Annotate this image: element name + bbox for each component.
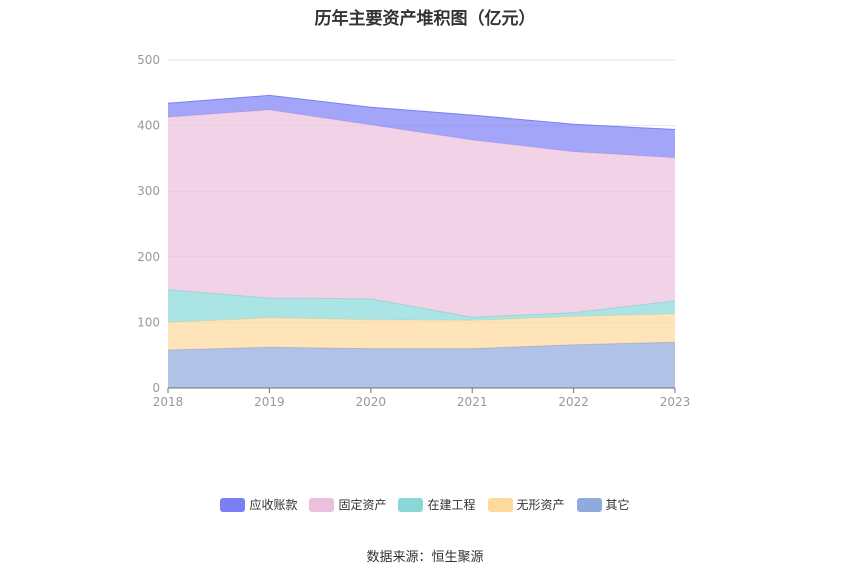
area-series-0 [168,342,675,388]
area-series-1 [168,313,675,350]
legend-item[interactable]: 无形资产 [487,496,565,513]
legend-swatch [398,497,424,512]
legend-label: 其它 [605,498,630,512]
area-line-1 [167,313,676,323]
legend-swatch [309,497,335,512]
legend-swatch [576,497,602,512]
legend-item[interactable]: 其它 [576,496,630,513]
legend-item[interactable]: 固定资产 [309,496,386,513]
y-tick-label: 300 [137,184,160,198]
x-tick-label: 2019 [254,395,285,409]
legend-label: 无形资产 [516,498,565,512]
x-tick-label: 2018 [153,395,184,409]
chart-title: 历年主要资产堆积图（亿元） [314,9,536,29]
legend-item[interactable]: 在建工程 [398,496,476,513]
y-tick-label: 500 [137,53,160,67]
axes: 0 100 200 300 400 500 2018 2019 2020 2021 2022 2023 [137,53,690,409]
y-tick-label: 100 [137,315,160,329]
series-areas [167,94,676,388]
x-tick-label: 2020 [356,395,387,409]
legend-swatch [487,497,513,512]
y-tick-label: 0 [152,381,160,395]
x-tick-label: 2021 [457,395,488,409]
area-series-4 [168,95,675,158]
area-line-4 [167,94,676,130]
area-series-3 [168,109,675,318]
legend-label: 固定资产 [338,498,387,512]
legend-item[interactable]: 应收账款 [220,496,297,513]
x-tick-label: 2023 [660,395,691,409]
legend-label: 在建工程 [427,498,476,512]
legend-label: 应收账款 [249,498,298,512]
legend-swatch [220,497,246,512]
data-source: 数据来源：恒生聚源 [366,550,484,565]
x-tick-label: 2022 [558,395,589,409]
y-tick-label: 400 [137,119,160,133]
y-tick-label: 200 [137,250,160,264]
legend: 应收账款 固定资产 在建工程 无形资产 其它 [0,496,850,513]
